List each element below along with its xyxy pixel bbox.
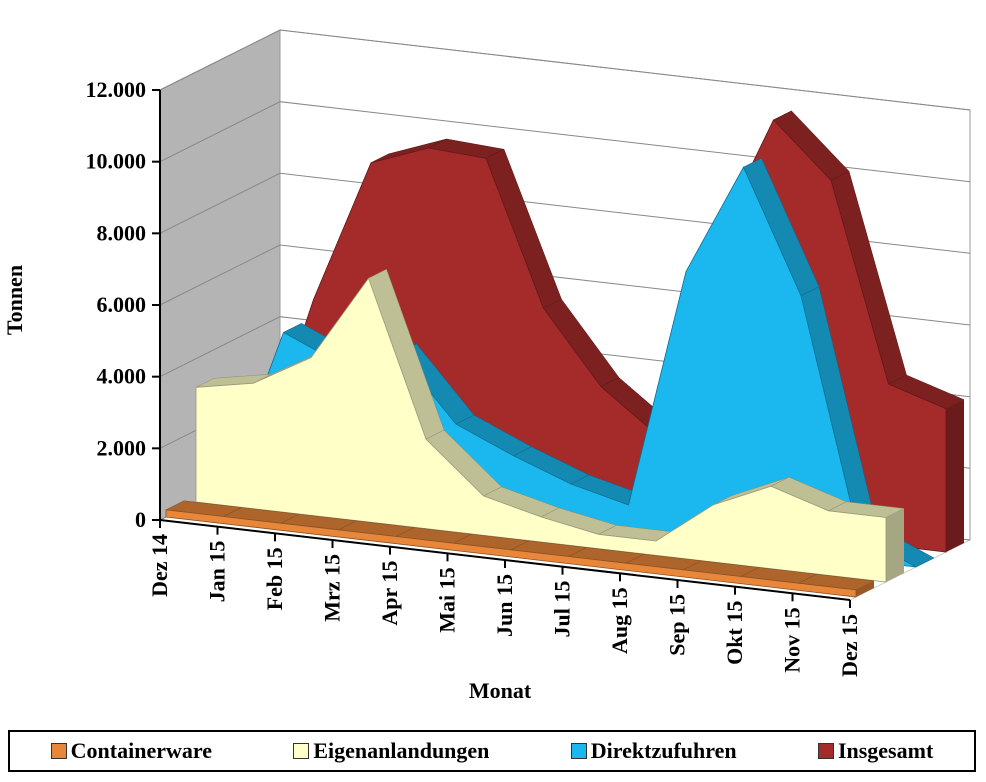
x-tick-label: Aug 15 <box>607 587 632 654</box>
grid-line <box>159 29 971 111</box>
area <box>165 509 857 598</box>
area <box>195 277 887 583</box>
area-side <box>886 508 904 582</box>
y-axis-title: Tonnen <box>2 265 27 335</box>
y-tick-label: 12.000 <box>86 77 147 102</box>
x-tick-label: Dez 14 <box>147 534 172 597</box>
legend-item: Containerware <box>50 738 213 764</box>
legend-label: Insgesamt <box>837 738 934 763</box>
area-side <box>856 580 874 597</box>
legend-label: Eigenanlandungen <box>313 738 490 763</box>
x-tick-label: Mai 15 <box>435 567 460 632</box>
chart: Tonnen Monat 0 2.000 4.000 6.000 8.000 10.000… <box>2 29 972 703</box>
x-tick-label: Okt 15 <box>722 601 747 665</box>
x-tick-label: Feb 15 <box>262 547 287 610</box>
x-tick-label: Jan 15 <box>205 541 230 603</box>
y-tick-label: 6.000 <box>97 292 147 317</box>
legend: Containerware Eigenanlandungen Direktzufuh… <box>8 730 976 772</box>
x-tick-label: Sep 15 <box>665 594 690 656</box>
y-tick-label: 4.000 <box>97 364 147 389</box>
area-side <box>946 399 964 552</box>
legend-swatch <box>293 743 310 759</box>
x-tick-label: Nov 15 <box>780 607 805 672</box>
legend-item: Eigenanlandungen <box>293 738 489 764</box>
y-tick-label: 10.000 <box>86 149 147 174</box>
legend-item: Direktzufuhren <box>570 738 737 764</box>
y-tick-label: 0 <box>135 507 146 532</box>
x-tick-label: Jul 15 <box>550 581 575 638</box>
x-axis-title: Monat <box>469 678 532 703</box>
legend-swatch <box>817 743 834 759</box>
legend-swatch <box>570 743 587 759</box>
x-tick-label: Apr 15 <box>377 561 402 626</box>
x-tick-label: Mrz 15 <box>320 554 345 622</box>
legend-swatch <box>50 743 67 759</box>
y-tick-label: 2.000 <box>97 435 147 460</box>
legend-label: Containerware <box>70 738 213 763</box>
x-tick-label: Jun 15 <box>492 574 517 637</box>
y-tick-label: 8.000 <box>97 220 147 245</box>
legend-item: Insgesamt <box>817 738 934 764</box>
x-tick-label: Dez 15 <box>837 614 862 677</box>
grid-line <box>159 101 971 183</box>
legend-label: Direktzufuhren <box>590 738 737 763</box>
